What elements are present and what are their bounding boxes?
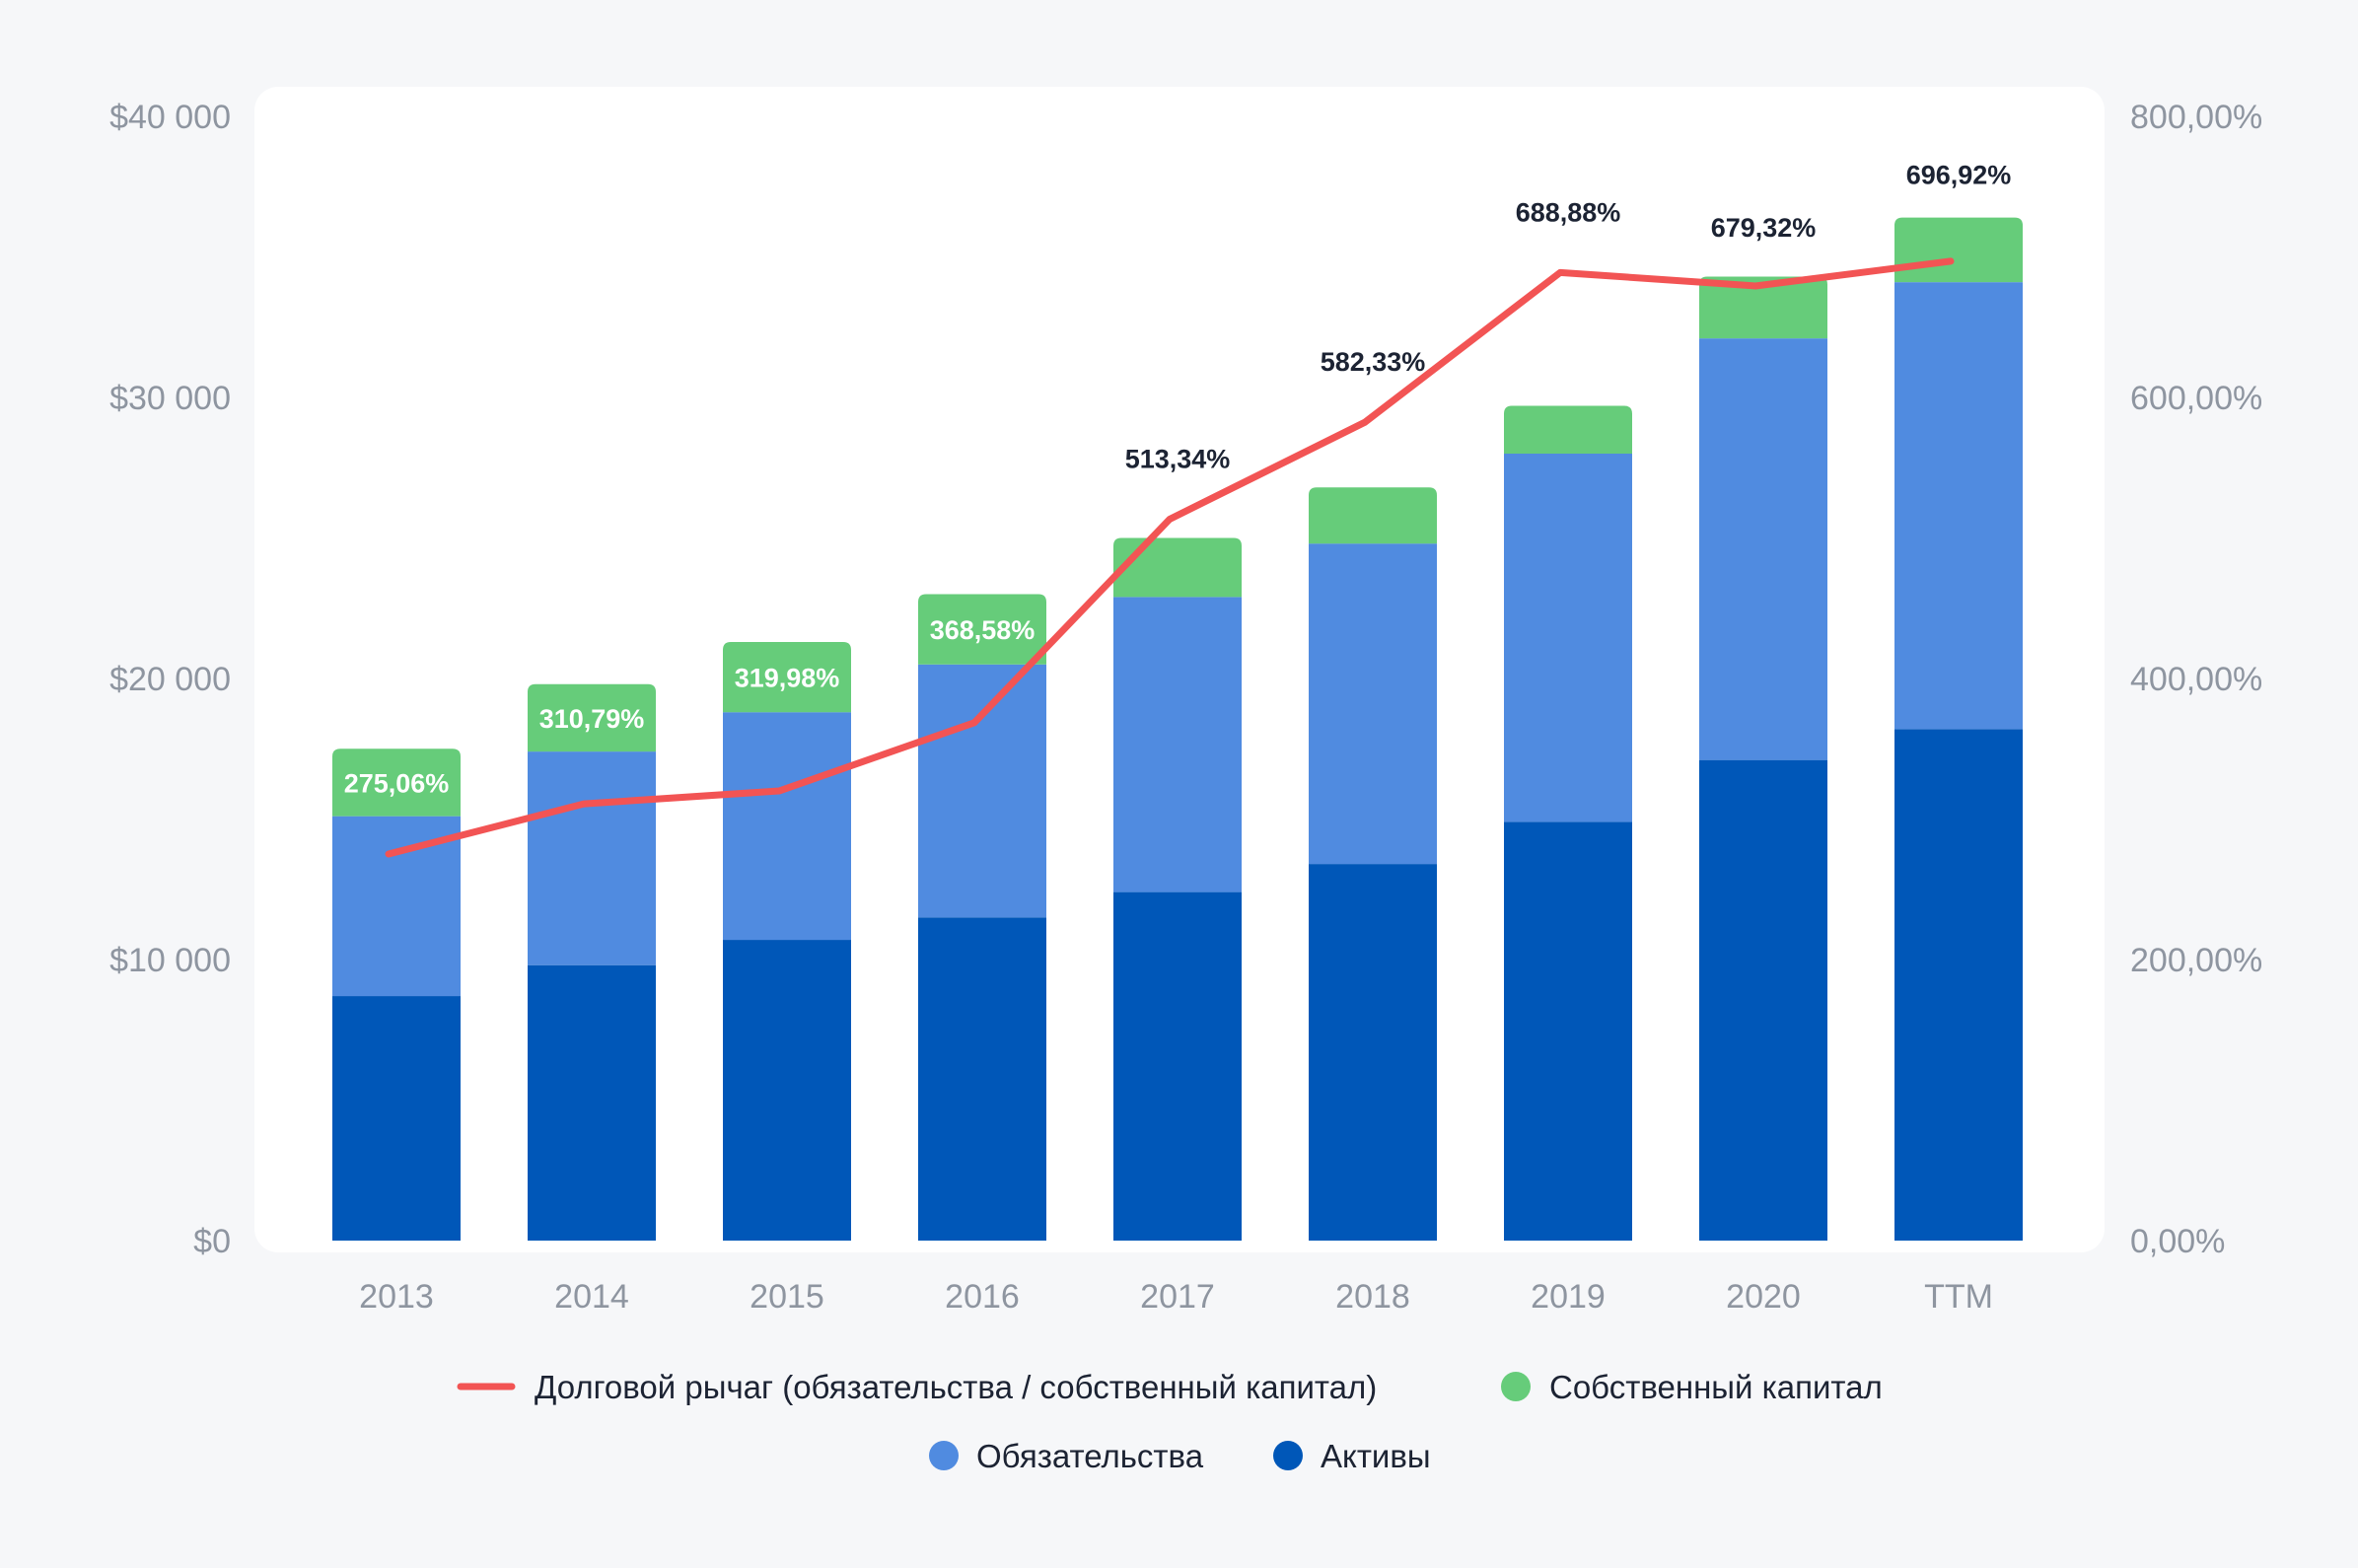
x-axis-ticks: 2013 2014 2015 2016 2017 2018 2019 2020 TTM [359,1278,1993,1316]
assets-bar [1894,729,2023,1241]
assets-bar [1113,891,1242,1241]
assets-bar [1504,821,1632,1241]
x-axis-tick: 2020 [1726,1278,1801,1316]
liabilities-bar [918,664,1046,918]
equity-bar [1309,487,1437,544]
legend-item-equity[interactable]: Собственный капитал [1501,1369,1883,1405]
data-label: 688,88% [1516,197,1621,227]
data-label: 696,92% [1906,161,2012,190]
right-axis-tick: 200,00% [2130,942,2262,979]
assets-bar [723,940,851,1241]
x-axis-tick: 2019 [1531,1278,1606,1316]
equity-bar [528,683,656,752]
legend-label-assets: Активы [1321,1438,1431,1474]
right-axis-tick: 400,00% [2130,661,2262,698]
data-label: 310,79% [539,704,645,734]
legend-item-leverage[interactable]: Долговой рычаг (обязательства / собствен… [457,1369,1377,1405]
x-axis-tick: 2013 [359,1278,434,1316]
leverage-line-series [385,257,1955,858]
left-axis-tick: $20 000 [109,661,231,698]
liabilities-bar [1309,543,1437,865]
left-axis-tick: $40 000 [109,99,231,136]
assets-bar [1309,864,1437,1241]
assets-bar [918,917,1046,1241]
right-axis-tick: 800,00% [2130,99,2262,136]
legend-label-equity: Собственный капитал [1549,1369,1883,1405]
data-label: 275,06% [344,768,450,798]
x-axis-tick: 2018 [1335,1278,1410,1316]
legend-item-assets[interactable]: Активы [1273,1438,1431,1474]
x-axis-tick: 2017 [1140,1278,1215,1316]
liabilities-bar [1504,454,1632,822]
equity-bar [332,748,461,817]
legend-item-liabilities[interactable]: Обязательства [929,1438,1204,1474]
right-axis-ticks: 0,00% 200,00% 400,00% 600,00% 800,00% [2130,99,2262,1260]
liabilities-bar [528,751,656,965]
bar-series [332,217,2023,1241]
x-axis-tick: 2016 [945,1278,1020,1316]
legend-label-leverage: Долговой рычаг (обязательства / собствен… [535,1369,1377,1405]
assets-legend-swatch [1273,1441,1303,1470]
assets-bar [528,964,656,1241]
leverage-line [385,257,1955,858]
equity-bar [1504,405,1632,454]
right-axis-tick: 0,00% [2130,1223,2225,1260]
liabilities-legend-swatch [929,1441,959,1470]
data-label: 679,32% [1711,213,1817,243]
equity-bar [1113,537,1242,598]
liabilities-bar [1699,338,1827,760]
equity-bar [918,594,1046,665]
data-label: 513,34% [1125,444,1231,473]
x-axis-tick: 2014 [554,1278,629,1316]
assets-bar [332,996,461,1241]
data-labels: 275,06% 310,79% 319,98% 368,58% 513,34% 582,3… [344,161,2012,799]
left-axis-tick: $30 000 [109,380,231,417]
legend-label-liabilities: Обязательства [976,1438,1204,1474]
assets-bar [1699,759,1827,1241]
left-axis-ticks: $0 $10 000 $20 000 $30 000 $40 000 [109,99,231,1260]
right-axis-tick: 600,00% [2130,380,2262,417]
equity-bar [1894,217,2023,283]
liabilities-bar [723,712,851,941]
legend: Долговой рычаг (обязательства / собствен… [457,1369,1883,1474]
liabilities-bar [332,816,461,997]
equity-bar [723,641,851,713]
x-axis-tick: 2015 [750,1278,824,1316]
liabilities-bar [1113,597,1242,892]
data-label: 319,98% [735,664,840,693]
data-label: 582,33% [1321,347,1426,377]
data-label: 368,58% [930,615,1036,645]
liabilities-bar [1894,282,2023,730]
left-axis-tick: $0 [193,1223,231,1260]
equity-legend-swatch [1501,1372,1531,1401]
left-axis-tick: $10 000 [109,942,231,979]
equity-bar [1699,276,1827,339]
x-axis-tick: TTM [1924,1278,1993,1316]
